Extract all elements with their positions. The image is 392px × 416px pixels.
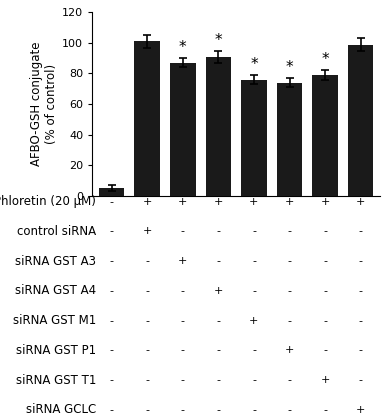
Text: siRNA GCLC: siRNA GCLC [26,403,96,416]
Text: -: - [323,286,327,296]
Text: -: - [216,345,220,355]
Bar [348,45,374,196]
Bar [241,79,267,196]
Text: *: * [250,57,258,72]
Text: -: - [181,226,185,236]
Text: Phloretin (20 μM): Phloretin (20 μM) [0,195,96,208]
Text: -: - [252,405,256,415]
Text: -: - [145,375,149,385]
Text: +: + [320,375,330,385]
Text: *: * [214,32,222,47]
Text: +: + [178,197,187,207]
Bar [312,75,338,196]
Text: -: - [359,316,363,326]
Text: -: - [181,375,185,385]
Text: -: - [181,286,185,296]
Text: -: - [288,286,292,296]
Bar [170,63,196,196]
Text: +: + [249,197,259,207]
Text: -: - [145,345,149,355]
Text: +: + [285,197,294,207]
Text: -: - [216,316,220,326]
Text: -: - [288,405,292,415]
Text: +: + [214,286,223,296]
Text: +: + [285,345,294,355]
Text: -: - [252,256,256,266]
Text: -: - [288,256,292,266]
Text: -: - [288,316,292,326]
Text: siRNA GST T1: siRNA GST T1 [16,374,96,386]
Text: -: - [181,316,185,326]
Text: control siRNA: control siRNA [17,225,96,238]
Text: -: - [110,345,114,355]
Text: -: - [323,226,327,236]
Text: -: - [216,256,220,266]
Text: -: - [110,405,114,415]
Text: +: + [356,405,365,415]
Text: +: + [249,316,259,326]
Text: -: - [359,345,363,355]
Text: -: - [216,226,220,236]
Text: -: - [252,226,256,236]
Text: *: * [286,60,293,75]
Text: -: - [216,405,220,415]
Y-axis label: AFBO-GSH conjugate
(% of control): AFBO-GSH conjugate (% of control) [30,42,58,166]
Text: -: - [110,256,114,266]
Text: *: * [321,52,329,67]
Text: -: - [252,286,256,296]
Text: +: + [178,256,187,266]
Text: -: - [110,316,114,326]
Text: -: - [323,256,327,266]
Text: -: - [288,375,292,385]
Text: -: - [216,375,220,385]
Text: -: - [359,226,363,236]
Text: *: * [179,40,187,55]
Text: -: - [181,405,185,415]
Bar [99,188,125,196]
Text: -: - [323,316,327,326]
Text: +: + [356,197,365,207]
Text: -: - [110,226,114,236]
Text: siRNA GST M1: siRNA GST M1 [13,314,96,327]
Text: -: - [110,375,114,385]
Text: +: + [214,197,223,207]
Bar [205,57,231,196]
Text: -: - [252,375,256,385]
Text: -: - [323,345,327,355]
Text: siRNA GST P1: siRNA GST P1 [16,344,96,357]
Text: -: - [181,345,185,355]
Text: -: - [145,405,149,415]
Text: -: - [110,197,114,207]
Text: +: + [143,226,152,236]
Text: -: - [323,405,327,415]
Text: -: - [252,345,256,355]
Bar [277,83,302,196]
Text: siRNA GST A3: siRNA GST A3 [15,255,96,267]
Text: -: - [145,256,149,266]
Text: siRNA GST A4: siRNA GST A4 [15,285,96,297]
Text: -: - [145,286,149,296]
Text: -: - [145,316,149,326]
Text: -: - [110,286,114,296]
Text: -: - [359,375,363,385]
Text: -: - [359,286,363,296]
Text: -: - [359,256,363,266]
Text: +: + [143,197,152,207]
Bar [134,42,160,196]
Text: -: - [288,226,292,236]
Text: +: + [320,197,330,207]
